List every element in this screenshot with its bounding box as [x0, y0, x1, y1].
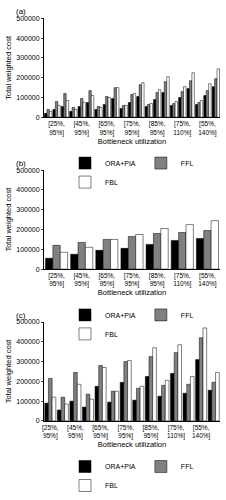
- svg-text:300000: 300000: [16, 54, 39, 61]
- svg-text:0: 0: [36, 114, 40, 121]
- svg-text:[25%,95%]: [25%,95%]: [48, 272, 65, 288]
- svg-text:(a): (a): [16, 7, 26, 16]
- svg-text:FBL: FBL: [105, 482, 118, 489]
- svg-text:Total weighted cost: Total weighted cost: [4, 35, 13, 100]
- svg-text:[65%,95%]: [65%,95%]: [99, 120, 116, 136]
- svg-text:0: 0: [36, 266, 40, 273]
- svg-text:[45%,95%]: [45%,95%]: [67, 424, 84, 440]
- svg-text:[75%,110%]: [75%,110%]: [167, 424, 185, 440]
- svg-text:[25%,95%]: [25%,95%]: [42, 424, 59, 440]
- svg-text:(c): (c): [16, 311, 26, 320]
- svg-text:ORA+PIA: ORA+PIA: [105, 160, 136, 167]
- svg-text:400000: 400000: [16, 338, 39, 345]
- svg-text:500000: 500000: [16, 167, 39, 174]
- svg-text:[55%,140%]: [55%,140%]: [198, 120, 217, 136]
- svg-text:FFL: FFL: [181, 312, 194, 319]
- svg-text:300000: 300000: [16, 358, 39, 365]
- svg-text:[85%,95%]: [85%,95%]: [149, 120, 166, 136]
- svg-text:200000: 200000: [16, 378, 39, 385]
- svg-text:Bottleneck utilization: Bottleneck utilization: [98, 137, 166, 146]
- svg-text:[45%,95%]: [45%,95%]: [73, 120, 90, 136]
- svg-text:FFL: FFL: [181, 463, 194, 470]
- svg-text:FBL: FBL: [105, 179, 118, 186]
- svg-text:[65%,95%]: [65%,95%]: [92, 424, 109, 440]
- svg-text:[55%,140%]: [55%,140%]: [192, 424, 211, 440]
- svg-text:[75%,110%]: [75%,110%]: [173, 272, 191, 288]
- svg-text:FBL: FBL: [105, 331, 118, 338]
- svg-text:[55%,140%]: [55%,140%]: [198, 272, 217, 288]
- svg-text:0: 0: [36, 417, 40, 424]
- svg-text:Total weighted cost: Total weighted cost: [4, 187, 13, 252]
- svg-text:Bottleneck utilization: Bottleneck utilization: [98, 288, 166, 297]
- svg-text:200000: 200000: [16, 74, 39, 81]
- svg-text:Total weighted cost: Total weighted cost: [4, 339, 13, 404]
- svg-text:[75%,95%]: [75%,95%]: [124, 272, 141, 288]
- svg-text:300000: 300000: [16, 206, 39, 213]
- svg-text:100000: 100000: [16, 94, 39, 101]
- svg-text:(b): (b): [16, 159, 26, 168]
- svg-text:400000: 400000: [16, 186, 39, 193]
- svg-text:[75%,95%]: [75%,95%]: [124, 120, 141, 136]
- svg-text:500000: 500000: [16, 15, 39, 22]
- svg-text:[85%,95%]: [85%,95%]: [143, 424, 160, 440]
- svg-text:ORA+PIA: ORA+PIA: [105, 312, 136, 319]
- svg-text:[75%,95%]: [75%,95%]: [117, 424, 134, 440]
- svg-text:400000: 400000: [16, 35, 39, 42]
- svg-text:[65%,95%]: [65%,95%]: [99, 272, 116, 288]
- svg-text:ORA+PIA: ORA+PIA: [105, 463, 136, 470]
- svg-text:Bottleneck utilization: Bottleneck utilization: [98, 440, 166, 449]
- svg-text:[75%,110%]: [75%,110%]: [173, 120, 191, 136]
- svg-text:[45%,95%]: [45%,95%]: [73, 272, 90, 288]
- svg-text:200000: 200000: [16, 226, 39, 233]
- svg-text:[25%,95%]: [25%,95%]: [48, 120, 65, 136]
- svg-text:[85%,95%]: [85%,95%]: [149, 272, 166, 288]
- svg-text:100000: 100000: [16, 246, 39, 253]
- svg-text:100000: 100000: [16, 398, 39, 405]
- svg-text:500000: 500000: [16, 318, 39, 325]
- svg-text:FFL: FFL: [181, 160, 194, 167]
